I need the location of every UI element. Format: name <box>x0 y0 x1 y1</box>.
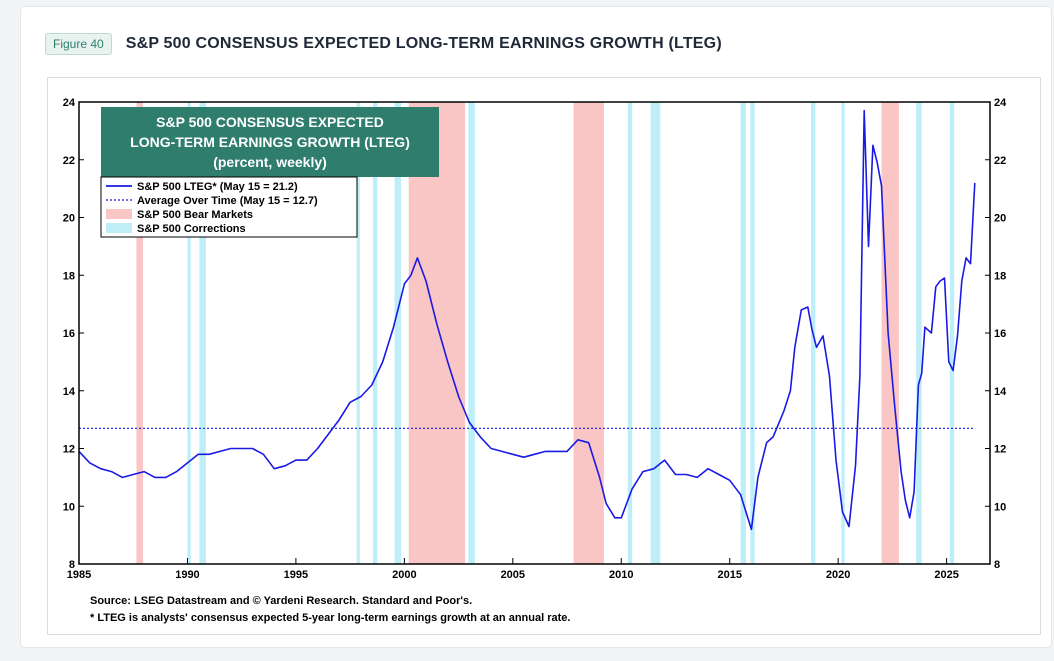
legend-swatch-patch <box>106 209 132 219</box>
bear-market-band <box>573 102 604 564</box>
y-tick-label-right: 10 <box>994 501 1006 513</box>
source-notes: Source: LSEG Datastream and © Yardeni Re… <box>90 595 570 624</box>
chart-title-box: S&P 500 CONSENSUS EXPECTED LONG-TERM EARN… <box>101 107 439 177</box>
correction-band <box>468 102 475 564</box>
x-tick-label: 1995 <box>284 569 308 581</box>
chart-title-line: (percent, weekly) <box>213 154 327 170</box>
legend-label: S&P 500 LTEG* (May 15 = 21.2) <box>137 181 298 193</box>
legend-label: Average Over Time (May 15 = 12.7) <box>137 195 318 207</box>
x-tick-label: 2025 <box>934 569 958 581</box>
plot-border <box>78 101 991 565</box>
correction-band <box>627 102 633 564</box>
x-tick-label: 1985 <box>67 569 91 581</box>
legend-swatch-patch <box>106 223 132 233</box>
lteg-series <box>78 109 976 531</box>
chart-frame: 8 8 10 10 12 12 14 14 16 16 18 18 20 20 22 22 24 24 1985 19… <box>47 77 1041 635</box>
correction-band <box>740 102 746 564</box>
figure-label-badge: Figure 40 <box>45 33 112 55</box>
correction-band <box>187 102 191 564</box>
correction-band <box>650 102 661 564</box>
chart-title-line: S&P 500 CONSENSUS EXPECTED <box>156 114 384 130</box>
y-tick-label-left: 18 <box>63 270 75 282</box>
correction-band <box>199 102 206 564</box>
x-tick-label: 2005 <box>501 569 525 581</box>
lteg-line <box>78 109 976 531</box>
legend-label: S&P 500 Corrections <box>137 223 246 235</box>
bear-market-band <box>136 102 143 564</box>
figure-title: S&P 500 CONSENSUS EXPECTED LONG-TERM EAR… <box>125 35 722 52</box>
chart-title-line: LONG-TERM EARNINGS GROWTH (LTEG) <box>130 134 410 150</box>
y-tick-label-right: 16 <box>994 328 1006 340</box>
y-tick-label-right: 18 <box>994 270 1006 282</box>
y-tick-label-left: 20 <box>63 213 75 225</box>
y-tick-label-right: 20 <box>994 213 1006 225</box>
y-tick-label-right: 24 <box>994 97 1007 109</box>
x-tick-label: 2010 <box>609 569 633 581</box>
y-tick-label-left: 10 <box>63 501 75 513</box>
bear-market-band <box>408 102 466 564</box>
y-tick-label-right: 8 <box>994 559 1000 571</box>
y-tick-label-right: 12 <box>994 444 1006 456</box>
y-tick-label-left: 14 <box>63 386 76 398</box>
x-tick-label: 1990 <box>175 569 199 581</box>
y-tick-label-right: 14 <box>994 386 1007 398</box>
legend-box <box>100 176 358 238</box>
legend-label: S&P 500 Bear Markets <box>137 209 253 221</box>
figure-card: Figure 40 S&P 500 CONSENSUS EXPECTED LON… <box>20 6 1052 648</box>
correction-band <box>949 102 955 564</box>
y-tick-label-left: 22 <box>63 155 75 167</box>
correction-band <box>372 102 378 564</box>
correction-band <box>394 102 402 564</box>
correction-band <box>750 102 755 564</box>
source-note-line: Source: LSEG Datastream and © Yardeni Re… <box>90 595 472 607</box>
y-tick-label-left: 24 <box>63 97 76 109</box>
figure-header: Figure 40 S&P 500 CONSENSUS EXPECTED LON… <box>45 32 722 56</box>
bear-market-band <box>881 102 899 564</box>
shaded-periods <box>136 102 955 564</box>
x-tick-label: 2020 <box>826 569 850 581</box>
y-tick-label-left: 8 <box>69 559 75 571</box>
source-note-line: * LTEG is analysts' consensus expected 5… <box>90 612 570 624</box>
x-tick-label: 2015 <box>717 569 741 581</box>
x-tick-label: 2000 <box>392 569 416 581</box>
y-tick-label-left: 12 <box>63 444 75 456</box>
correction-band <box>356 102 360 564</box>
correction-band <box>841 102 845 564</box>
chart-legend: S&P 500 LTEG* (May 15 = 21.2) Average Ove… <box>100 176 358 238</box>
correction-band <box>916 102 922 564</box>
y-tick-label-left: 16 <box>63 328 75 340</box>
y-tick-label-right: 22 <box>994 155 1006 167</box>
title-box-background <box>101 107 439 177</box>
